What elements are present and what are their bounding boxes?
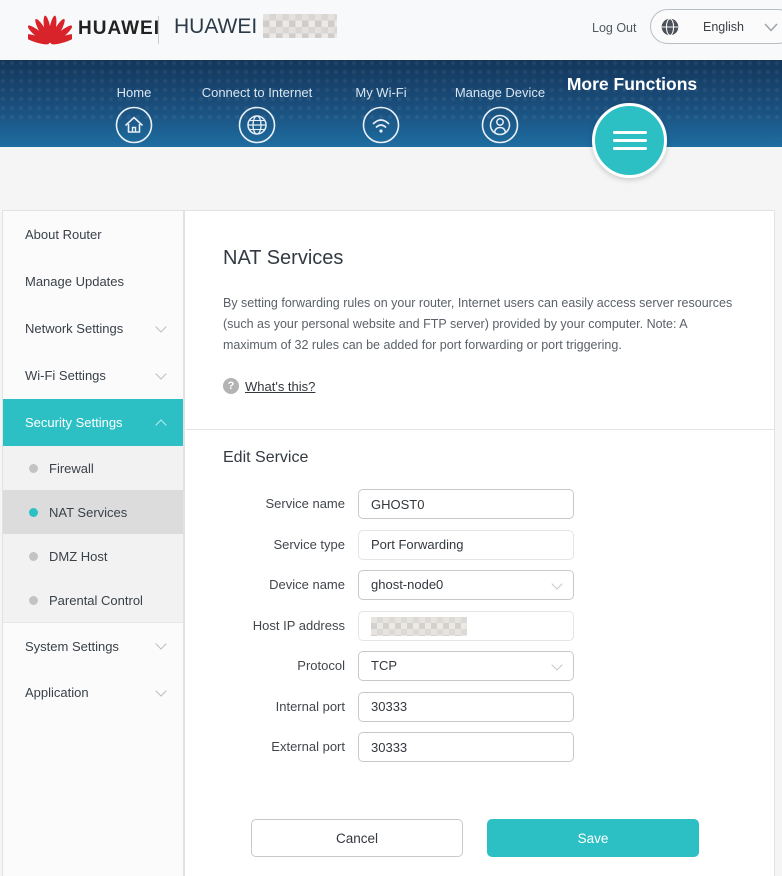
nav-wifi-label: My Wi-Fi [355,85,407,100]
sidebar-item-firewall[interactable]: Firewall [3,446,183,490]
service-type-label: Service type [273,536,345,552]
whats-this-link[interactable]: ? What's this? [223,378,315,394]
form-row-protocol: Protocol TCP [185,651,776,681]
chevron-down-icon [155,320,167,333]
sidebar-label: Manage Updates [25,274,125,289]
sidebar-item-parental-control[interactable]: Parental Control [3,578,183,622]
protocol-label: Protocol [297,658,345,673]
logout-button[interactable]: Log Out [592,21,637,35]
edit-service-title: Edit Service [223,449,309,466]
sidebar-label: About Router [25,227,102,242]
sidebar-item-about-router[interactable]: About Router [3,211,183,258]
chevron-up-icon [155,418,167,431]
internal-port-label: Internal port [275,698,345,714]
bullet-dot-icon [29,463,38,473]
chevron-down-icon [155,684,167,697]
form-actions: Cancel Save [185,819,776,857]
form-row-external-port: External port [185,732,776,762]
header-divider [158,16,159,44]
product-model-redacted [263,14,337,38]
huawei-flower-icon [28,12,72,46]
bullet-dot-icon [29,595,38,605]
device-name-value: ghost-node0 [371,577,444,592]
sidebar-label: Security Settings [25,415,123,430]
service-type-value: Port Forwarding [358,529,574,560]
user-icon [481,106,519,144]
sidebar-item-manage-updates[interactable]: Manage Updates [3,258,183,305]
nat-services-panel: NAT Services By setting forwarding rules… [184,210,775,876]
chevron-down-icon [551,578,563,590]
wifi-icon [362,106,400,144]
sidebar-label: System Settings [25,638,119,654]
sidebar-label: Application [25,685,89,700]
protocol-select[interactable]: TCP [358,651,574,681]
nav-home-label: Home [116,85,152,100]
chevron-down-icon [155,367,167,380]
device-name-label: Device name [269,577,345,592]
sidebar-sublabel: Firewall [49,460,94,476]
security-submenu: Firewall NAT Services DMZ Host Parental … [3,446,183,622]
sidebar-sublabel: NAT Services [49,504,128,520]
bullet-dot-icon [29,507,38,517]
form-row-internal-port: Internal port [185,691,776,722]
sidebar-item-application[interactable]: Application [3,669,183,716]
form-row-host-ip: Host IP address [185,610,776,641]
sidebar-item-security-settings[interactable]: Security Settings [3,399,183,446]
edit-service-form: Service name Service type Port Forwardin… [185,489,776,773]
save-button[interactable]: Save [487,819,699,857]
more-functions-button[interactable] [592,103,667,178]
brand-name: HUAWEI [78,18,160,39]
huawei-logo: HUAWEI [28,12,160,46]
sidebar-label: Wi-Fi Settings [25,368,106,383]
nav-internet-label: Connect to Internet [201,85,313,100]
globe-icon [660,17,680,37]
language-value: English [703,19,744,34]
internet-globe-icon [238,106,276,144]
nav-item-connect-to-internet[interactable]: Connect to Internet [192,60,322,149]
page-description: By setting forwarding rules on your rout… [223,296,733,352]
page-title: NAT Services [223,247,344,269]
sidebar-item-nat-services[interactable]: NAT Services [3,490,183,534]
chevron-down-icon [155,638,167,650]
language-selector[interactable]: English [650,9,782,44]
section-divider [186,429,774,430]
question-icon: ? [223,378,239,394]
device-name-select[interactable]: ghost-node0 [358,570,574,600]
host-ip-label: Host IP address [252,617,345,633]
host-ip-redacted [371,616,467,636]
sidebar-item-network-settings[interactable]: Network Settings [3,305,183,352]
settings-sidebar: About Router Manage Updates Network Sett… [2,210,184,876]
external-port-input[interactable] [358,732,574,762]
cancel-button[interactable]: Cancel [251,819,463,857]
bullet-dot-icon [29,551,38,561]
form-row-service-name: Service name [185,489,776,519]
sidebar-item-dmz-host[interactable]: DMZ Host [3,534,183,578]
internal-port-input[interactable] [358,691,574,722]
nav-item-home[interactable]: Home [69,60,199,149]
home-icon [115,106,153,144]
sidebar-label: Network Settings [25,321,124,336]
sidebar-sublabel: Parental Control [49,592,143,608]
help-link-text: What's this? [245,378,316,394]
form-row-service-type: Service type Port Forwarding [185,529,776,560]
sidebar-sublabel: DMZ Host [49,548,108,564]
external-port-label: External port [271,739,345,754]
service-name-label: Service name [265,496,345,511]
chevron-down-icon [551,659,563,671]
sidebar-item-wifi-settings[interactable]: Wi-Fi Settings [3,352,183,399]
service-name-input[interactable] [358,489,574,519]
protocol-value: TCP [371,658,397,673]
nav-item-manage-device[interactable]: Manage Device [435,60,565,149]
chevron-down-icon [764,23,778,32]
top-header: HUAWEI HUAWEI WiFi Log Out English [0,0,782,60]
form-row-device-name: Device name ghost-node0 [185,570,776,600]
nav-item-more-functions[interactable]: More Functions [566,74,698,94]
sidebar-item-system-settings[interactable]: System Settings [3,622,183,669]
nav-item-my-wifi[interactable]: My Wi-Fi [316,60,446,149]
nav-device-label: Manage Device [454,85,546,100]
menu-icon [612,126,647,155]
host-ip-field [358,610,574,641]
